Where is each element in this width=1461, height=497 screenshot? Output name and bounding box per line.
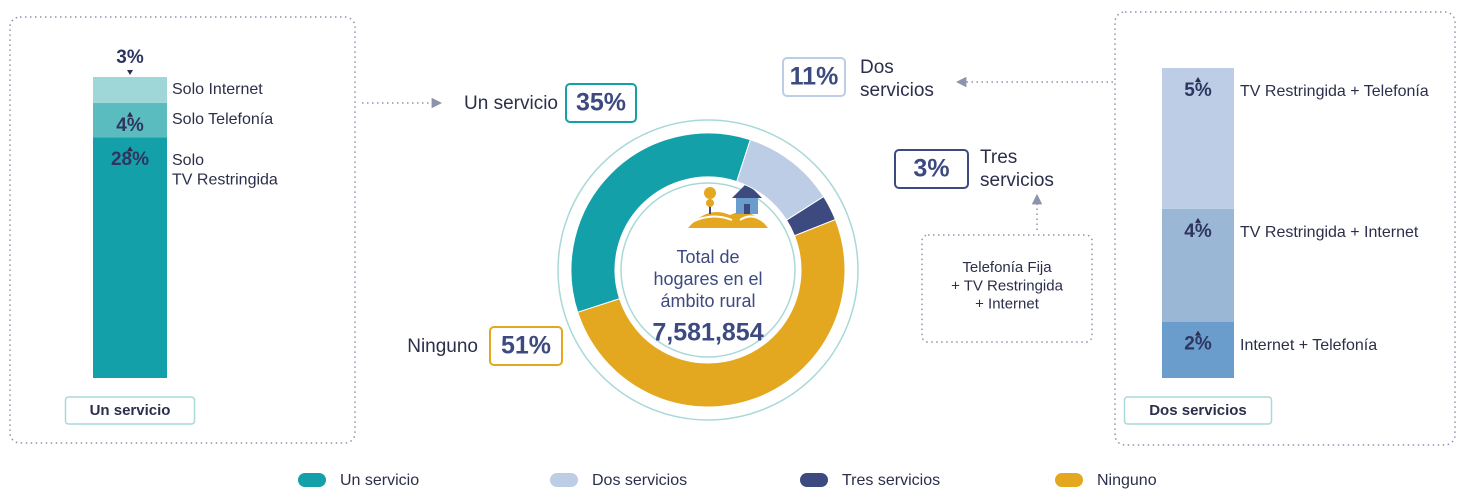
legend-label: Ninguno bbox=[1097, 472, 1157, 489]
legend-swatch bbox=[550, 473, 578, 487]
legend-swatch bbox=[298, 473, 326, 487]
value-label: 3% bbox=[913, 155, 949, 183]
bar-segment bbox=[93, 77, 167, 103]
category-label: Dos servicios bbox=[860, 57, 934, 101]
category-label: Tres servicios bbox=[980, 147, 1054, 191]
legend-label: Dos servicios bbox=[592, 472, 687, 489]
marker bbox=[127, 70, 133, 75]
bar-segment bbox=[93, 137, 167, 378]
value-label: 11% bbox=[790, 63, 839, 91]
value-label: 4% bbox=[116, 115, 144, 136]
chart-title: Dos servicios bbox=[1149, 402, 1247, 419]
legend-swatch bbox=[800, 473, 828, 487]
chart-title: Un servicio bbox=[90, 402, 171, 419]
category-label: Ninguno bbox=[407, 336, 478, 357]
value-label: 35% bbox=[576, 89, 626, 117]
legend-label: Tres servicios bbox=[842, 472, 940, 489]
segment-label: Solo Telefonía bbox=[172, 111, 273, 128]
segment-label: Solo Internet bbox=[172, 81, 263, 98]
annotation: Telefonía Fija+ TV Restringida+ Internet bbox=[951, 259, 1064, 313]
center-value: 7,581,854 bbox=[652, 319, 763, 347]
value-label: 51% bbox=[501, 332, 551, 360]
segment-label: TV Restringida + Telefonía bbox=[1240, 83, 1429, 100]
value-label: 28% bbox=[111, 149, 149, 170]
value-label: 5% bbox=[1184, 80, 1212, 101]
category-label: Un servicio bbox=[464, 93, 558, 114]
infographic: Total dehogares en elámbito rural 7,581,… bbox=[0, 0, 1461, 497]
value-label: 3% bbox=[116, 47, 144, 68]
value-label: 4% bbox=[1184, 221, 1212, 242]
value-label: 2% bbox=[1184, 334, 1212, 355]
legend-swatch bbox=[1055, 473, 1083, 487]
segment-label: TV Restringida + Internet bbox=[1240, 224, 1419, 241]
legend-label: Un servicio bbox=[340, 472, 419, 489]
segment-label: Internet + Telefonía bbox=[1240, 337, 1377, 354]
